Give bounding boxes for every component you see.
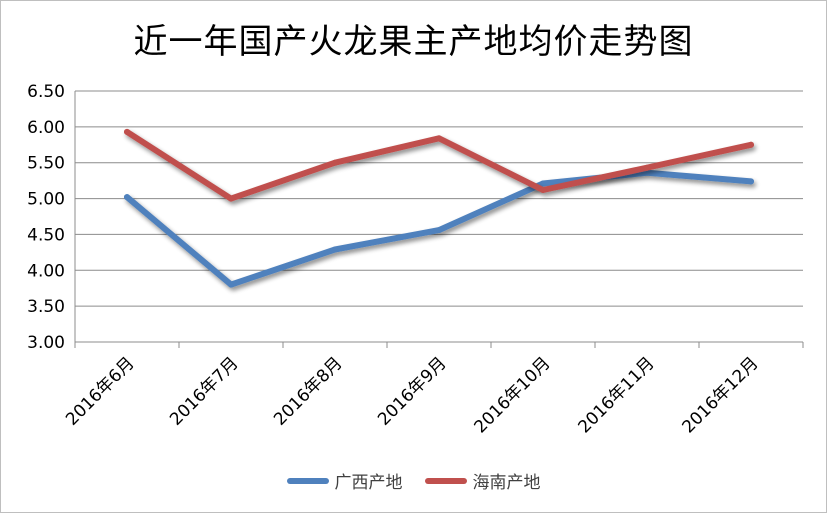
y-tick-label: 4.50 — [27, 225, 65, 245]
data-point-s1-4 — [540, 186, 546, 193]
y-tick-label: 4.00 — [27, 261, 65, 281]
legend-label: 广西产地 — [334, 473, 403, 493]
data-point-s1-1 — [228, 195, 234, 202]
legend-swatch — [286, 477, 329, 484]
x-tick-label: 2016年12月 — [678, 353, 762, 437]
x-tick-label: 2016年11月 — [574, 353, 658, 437]
data-point-s0-3 — [436, 227, 442, 234]
y-tick-label: 6.00 — [27, 118, 65, 138]
y-tick-label: 3.50 — [27, 297, 65, 317]
series-line-1 — [124, 128, 754, 202]
legend-swatch — [424, 477, 467, 484]
y-tick-label: 5.50 — [27, 154, 65, 174]
data-point-s1-0 — [124, 128, 130, 135]
y-tick-label: 3.00 — [27, 333, 65, 353]
x-tick-label: 2016年8月 — [270, 353, 346, 429]
data-point-s0-4 — [540, 180, 546, 187]
legend-item-1: 海南产地 — [424, 468, 541, 493]
data-point-s0-2 — [332, 246, 338, 253]
chart-title: 近一年国产火龙果主产地均价走势图 — [133, 22, 694, 62]
x-tick-label: 2016年6月 — [62, 353, 138, 429]
data-point-s0-1 — [228, 281, 234, 288]
x-tick-label: 2016年7月 — [166, 353, 242, 429]
data-point-s1-5 — [644, 164, 650, 171]
y-tick-label: 5.00 — [27, 190, 65, 210]
x-tick-label: 2016年9月 — [374, 353, 450, 429]
y-tick-label: 6.50 — [27, 82, 65, 102]
x-tick-label: 2016年10月 — [470, 353, 554, 437]
data-point-s1-2 — [332, 159, 338, 166]
data-point-s1-6 — [748, 141, 754, 148]
data-point-s0-5 — [644, 169, 650, 176]
legend: 广西产地 海南产地 — [0, 468, 827, 493]
data-point-s1-3 — [436, 135, 442, 142]
data-point-s0-0 — [124, 194, 130, 201]
legend-item-0: 广西产地 — [286, 468, 403, 493]
data-point-s0-6 — [748, 178, 754, 185]
legend-label: 海南产地 — [472, 473, 541, 493]
